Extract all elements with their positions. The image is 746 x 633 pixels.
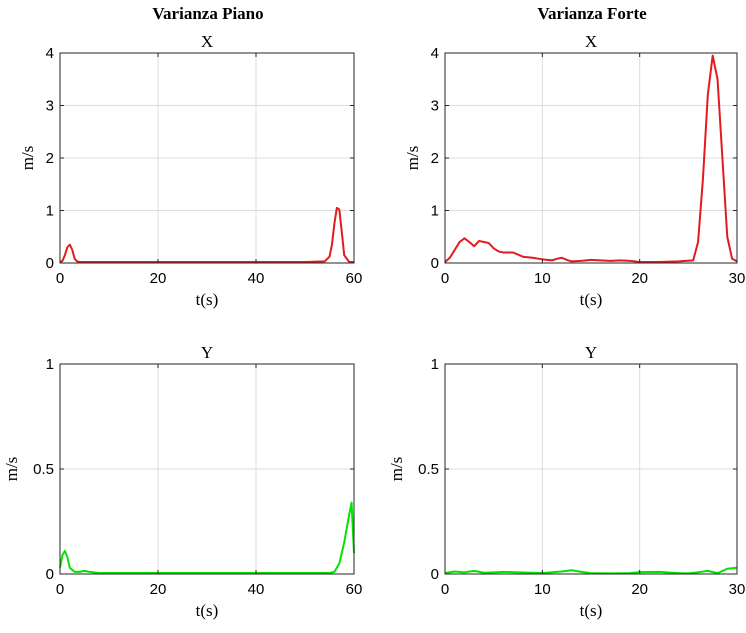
- x-tick-label: 40: [248, 581, 265, 598]
- y-tick-label: 0: [431, 566, 439, 583]
- x-tick-label: 30: [729, 581, 746, 598]
- x-tick-label: 0: [56, 581, 64, 598]
- y-axis-label: m/s: [2, 457, 21, 482]
- subplot-title: Y: [201, 343, 213, 362]
- y-tick-label: 0.5: [33, 461, 54, 478]
- x-axis-label: t(s): [196, 290, 219, 309]
- x-tick-label: 10: [534, 581, 551, 598]
- series-line: [59, 206, 354, 263]
- y-tick-label: 0.5: [418, 461, 439, 478]
- y-tick-label: 3: [46, 98, 54, 115]
- x-tick-label: 0: [441, 581, 449, 598]
- left-column-title: Varianza Piano: [152, 4, 263, 23]
- subplot-title: X: [585, 32, 597, 51]
- y-tick-label: 1: [431, 203, 439, 220]
- subplot-top-right: 0 10 20 30 0 1 2 3 4 Xt(s) m/s: [403, 32, 745, 309]
- x-tick-label: 30: [729, 270, 746, 287]
- x-tick-label: 60: [346, 581, 363, 598]
- y-tick-label: 2: [431, 150, 439, 167]
- y-tick-label: 3: [431, 98, 439, 115]
- x-tick-label: 10: [534, 270, 551, 287]
- y-axis-label: m/s: [387, 457, 406, 482]
- y-tick-label: 1: [431, 356, 439, 373]
- x-tick-label: 20: [631, 270, 648, 287]
- x-axis-label: t(s): [196, 601, 219, 620]
- x-tick-label: 0: [441, 270, 449, 287]
- x-tick-label: 20: [150, 581, 167, 598]
- x-tick-label: 20: [631, 581, 648, 598]
- x-tick-label: 0: [56, 270, 64, 287]
- y-tick-label: 2: [46, 150, 54, 167]
- series-line: [59, 501, 355, 574]
- x-tick-label: 40: [248, 270, 265, 287]
- x-tick-label: 60: [346, 270, 363, 287]
- y-tick-label: 4: [46, 45, 54, 62]
- y-tick-label: 0: [46, 255, 54, 272]
- y-tick-label: 0: [431, 255, 439, 272]
- subplot-top-left: 0 20 40 60 0 1 2 3 4 Xt(s) m/s: [18, 32, 362, 309]
- subplot-title: Y: [585, 343, 597, 362]
- y-axis-label: m/s: [403, 146, 422, 171]
- y-tick-label: 4: [431, 45, 439, 62]
- subplot-bottom-right: 0 10 20 30 0 0.5 1 Yt(s) m/s: [387, 343, 745, 620]
- subplot-bottom-left: 0 20 40 60 0 0.5 1 Yt(s) m/s: [2, 343, 362, 620]
- x-tick-label: 20: [150, 270, 167, 287]
- series-line: [444, 566, 738, 575]
- x-axis-label: t(s): [580, 290, 603, 309]
- series-line: [444, 54, 738, 263]
- y-tick-label: 1: [46, 203, 54, 220]
- y-tick-label: 1: [46, 356, 54, 373]
- subplot-title: X: [201, 32, 213, 51]
- right-column-title: Varianza Forte: [537, 4, 647, 23]
- y-tick-label: 0: [46, 566, 54, 583]
- x-axis-label: t(s): [580, 601, 603, 620]
- y-axis-label: m/s: [18, 146, 37, 171]
